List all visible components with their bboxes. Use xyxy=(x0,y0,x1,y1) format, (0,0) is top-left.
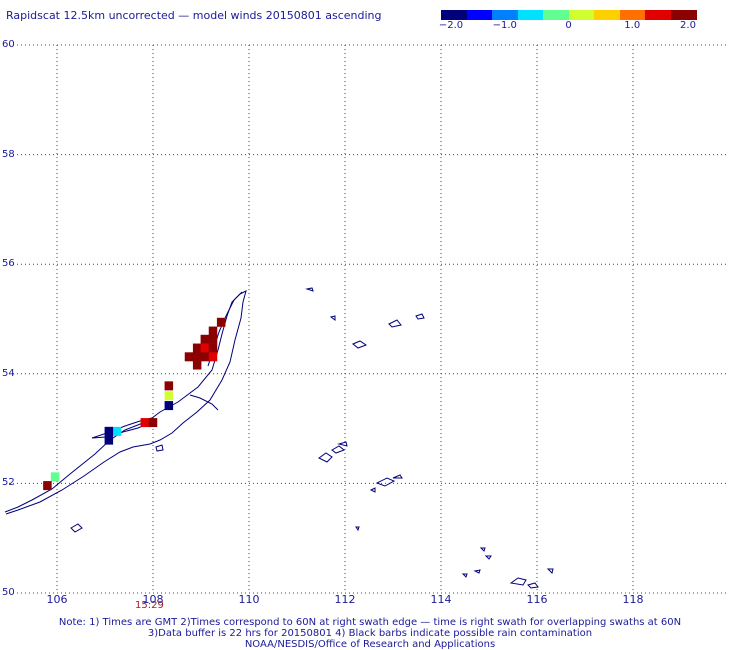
wind-cell xyxy=(50,472,60,482)
lat-tick-label: 52 xyxy=(2,477,15,489)
lake-islet-15 xyxy=(479,547,486,552)
lake-islet-9 xyxy=(331,445,345,454)
colorbar-tick-label: −1.0 xyxy=(492,20,517,31)
lon-tick-label: 114 xyxy=(430,593,452,606)
lake-islet-12 xyxy=(392,474,403,479)
lat-tick-label: 54 xyxy=(2,367,15,379)
lake-islet-18 xyxy=(461,573,468,578)
grid-lines xyxy=(9,44,729,594)
lake-islet-5 xyxy=(352,340,368,349)
lake-islet-10 xyxy=(337,441,348,447)
coastlines xyxy=(4,287,554,589)
wind-cell xyxy=(200,352,210,362)
wind-cells xyxy=(43,317,226,491)
lake-islet-16 xyxy=(484,555,492,560)
wind-cell xyxy=(208,352,218,362)
lake-islet-17 xyxy=(473,569,481,574)
wind-cell xyxy=(208,326,218,336)
colorbar-segment xyxy=(441,10,467,20)
lat-tick-label: 60 xyxy=(2,39,15,50)
colorbar-tick-label: 0 xyxy=(565,20,572,31)
selenga-delta xyxy=(189,394,219,411)
wind-cell xyxy=(208,343,218,353)
lon-tick-label: 106 xyxy=(46,593,68,606)
wind-cell xyxy=(112,426,122,436)
lake-islet-6 xyxy=(388,319,402,328)
colorbar-segment xyxy=(645,10,671,20)
wind-cell xyxy=(148,418,158,428)
lat-tick-label: 58 xyxy=(2,148,15,160)
wind-cell xyxy=(192,343,202,353)
wind-cell xyxy=(200,343,210,353)
lake-islet-13 xyxy=(369,487,376,493)
wind-cell xyxy=(140,418,150,428)
wind-cell xyxy=(216,317,226,327)
colorbar-segment xyxy=(568,10,595,20)
lon-tick-label: 110 xyxy=(238,593,260,606)
lat-tick-label: 50 xyxy=(2,587,15,598)
note-line-3: NOAA/NESDIS/Office of Research and Appli… xyxy=(244,639,496,650)
wind-cell xyxy=(104,426,114,436)
lake-islet-4 xyxy=(329,315,336,321)
wind-cell xyxy=(200,334,210,344)
note-line-1: Note: 1) Times are GMT 2)Times correspon… xyxy=(58,617,682,628)
lake-islet-11 xyxy=(375,477,396,487)
lake-islet-3 xyxy=(305,287,314,292)
lake-islet-19 xyxy=(509,577,527,586)
colorbar-segment xyxy=(466,10,493,20)
colorbar xyxy=(441,10,697,20)
lon-tick-label: 112 xyxy=(334,593,356,606)
lon-tick-label: 116 xyxy=(526,593,548,606)
colorbar-segment xyxy=(670,10,697,20)
wind-cell xyxy=(208,334,218,344)
colorbar-segment xyxy=(517,10,544,20)
wind-cell xyxy=(192,360,202,370)
lake-islet-8 xyxy=(318,452,333,463)
wind-cell xyxy=(164,401,174,411)
map-title: Rapidscat 12.5km uncorrected — model win… xyxy=(6,9,382,22)
lake-islet-21 xyxy=(546,568,554,574)
lon-tick-label: 108 xyxy=(142,593,164,606)
wind-cell xyxy=(184,352,194,362)
lon-tick-label: 118 xyxy=(622,593,644,606)
colorbar-segment xyxy=(543,10,569,20)
colorbar-segment xyxy=(492,10,518,20)
colorbar-tick-label: 2.0 xyxy=(680,20,696,31)
wind-cell xyxy=(164,381,174,391)
note-line-2: 3)Data buffer is 22 hrs for 20150801 4) … xyxy=(147,628,593,639)
wind-cell xyxy=(43,481,52,491)
colorbar-segment xyxy=(594,10,620,20)
wind-cell xyxy=(192,352,202,362)
colorbar-tick-label: −2.0 xyxy=(438,20,464,31)
swath-time: 15:29 xyxy=(135,600,164,611)
colorbar-tick-label: 1.0 xyxy=(624,20,641,31)
lake-islet-14 xyxy=(355,526,360,532)
wind-cell xyxy=(104,435,114,445)
wind-cell xyxy=(164,391,174,401)
lake-islet-1 xyxy=(70,523,83,533)
colorbar-segment xyxy=(619,10,646,20)
lake-islet-2 xyxy=(155,444,164,452)
lake-islet-20 xyxy=(527,582,539,589)
lake-islet-7 xyxy=(415,313,425,320)
lat-tick-label: 56 xyxy=(2,258,15,270)
